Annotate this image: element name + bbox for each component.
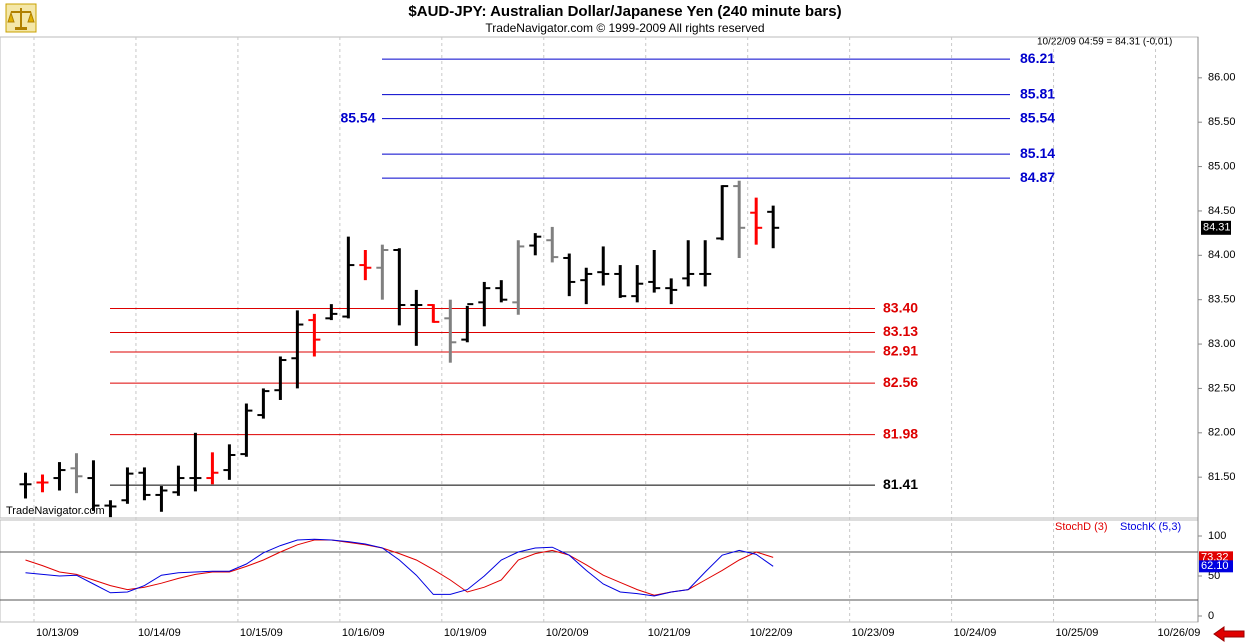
price-bar <box>240 403 253 457</box>
x-tick-label: 10/23/09 <box>852 627 895 639</box>
price-bar <box>274 356 287 400</box>
y-tick-label: 83.50 <box>1208 294 1236 306</box>
price-bar <box>444 299 457 363</box>
last-price-box <box>1201 220 1231 235</box>
price-bar <box>597 246 610 286</box>
level-label: 81.41 <box>883 476 918 492</box>
y-tick-label: 83.00 <box>1208 338 1236 350</box>
price-bar <box>563 253 576 297</box>
level-label: 85.54 <box>1020 109 1055 125</box>
price-bar <box>155 486 168 512</box>
x-tick-label: 10/25/09 <box>1056 627 1099 639</box>
level-label-left: 85.54 <box>340 109 375 125</box>
last-value-label: 62.10 <box>1201 560 1229 572</box>
last-value-label: 73.32 <box>1201 551 1229 563</box>
price-bar <box>546 226 559 263</box>
stoch-line <box>25 539 774 596</box>
price-bar <box>478 281 491 327</box>
price-bar <box>53 462 66 491</box>
scroll-arrow[interactable] <box>1213 626 1245 642</box>
y-tick-label: 100 <box>1208 530 1226 542</box>
y-tick-label: 50 <box>1208 570 1220 582</box>
price-bar <box>308 313 321 357</box>
y-tick-label: 82.50 <box>1208 382 1236 394</box>
price-bar <box>87 460 100 511</box>
chart-subtitle: TradeNavigator.com © 1999-2009 All right… <box>485 21 764 35</box>
x-tick-label: 10/24/09 <box>954 627 997 639</box>
level-label: 84.87 <box>1020 169 1055 185</box>
price-bar <box>121 467 134 504</box>
watermark: TradeNavigator.com <box>6 505 105 517</box>
legend-entry: StochD (3) <box>1055 521 1108 533</box>
x-tick-label: 10/14/09 <box>138 627 181 639</box>
x-tick-label: 10/22/09 <box>750 627 793 639</box>
price-bar <box>325 304 338 321</box>
price-bar <box>614 265 627 298</box>
price-bar <box>36 474 49 493</box>
price-bar <box>699 240 712 287</box>
level-label: 85.81 <box>1020 85 1055 101</box>
price-bar <box>393 248 406 326</box>
y-tick-label: 85.50 <box>1208 116 1236 128</box>
x-tick-label: 10/13/09 <box>36 627 79 639</box>
price-bar <box>410 289 423 346</box>
y-tick-label: 82.00 <box>1208 427 1236 439</box>
y-tick-label: 81.50 <box>1208 471 1236 483</box>
x-tick-label: 10/21/09 <box>648 627 691 639</box>
logo <box>5 3 37 33</box>
price-bar <box>223 444 236 480</box>
price-bar <box>359 249 372 281</box>
x-tick-label: 10/16/09 <box>342 627 385 639</box>
price-bar <box>580 267 593 305</box>
price-bar <box>648 249 661 293</box>
price-bar <box>291 310 304 389</box>
chart-title: $AUD-JPY: Australian Dollar/Japanese Yen… <box>408 3 841 20</box>
price-bar <box>495 280 508 303</box>
level-label: 85.14 <box>1020 145 1055 161</box>
price-bar <box>767 205 780 249</box>
stoch-line <box>25 538 774 597</box>
last-value-box <box>1199 560 1233 573</box>
price-bar <box>750 197 763 245</box>
price-bar <box>716 185 729 241</box>
price-bar <box>189 432 202 492</box>
x-tick-label: 10/20/09 <box>546 627 589 639</box>
level-label: 82.91 <box>883 343 918 359</box>
price-bar <box>70 453 83 494</box>
y-tick-label: 86.00 <box>1208 72 1236 84</box>
price-bar <box>427 304 440 323</box>
x-tick-label: 10/15/09 <box>240 627 283 639</box>
level-label: 82.56 <box>883 374 918 390</box>
price-bar <box>529 233 542 256</box>
price-bar <box>172 465 185 496</box>
price-bar <box>682 240 695 287</box>
level-label: 86.21 <box>1020 50 1055 66</box>
level-label: 83.40 <box>883 299 918 315</box>
price-bar <box>665 278 678 305</box>
level-label: 83.13 <box>883 323 918 339</box>
price-bar <box>206 452 219 485</box>
legend-entry: StochK (5,3) <box>1120 521 1181 533</box>
x-tick-label: 10/19/09 <box>444 627 487 639</box>
last-price-label: 84.31 <box>1203 222 1231 234</box>
y-tick-label: 84.50 <box>1208 205 1236 217</box>
price-bar <box>257 388 270 419</box>
level-label: 81.98 <box>883 425 918 441</box>
price-bar <box>461 303 474 343</box>
y-tick-label: 0 <box>1208 610 1214 622</box>
price-bar <box>138 467 151 501</box>
price-bar <box>631 265 644 303</box>
price-bar <box>376 244 389 300</box>
price-bar <box>19 472 32 499</box>
price-bar <box>733 180 746 258</box>
y-tick-label: 84.00 <box>1208 249 1236 261</box>
y-tick-label: 85.00 <box>1208 160 1236 172</box>
price-bar <box>512 240 525 315</box>
price-bar <box>342 236 355 319</box>
price-bar <box>104 500 117 518</box>
quote: 10/22/09 04:59 = 84.31 (-0.01) <box>1037 37 1172 48</box>
x-tick-label: 10/26/09 <box>1158 627 1201 639</box>
